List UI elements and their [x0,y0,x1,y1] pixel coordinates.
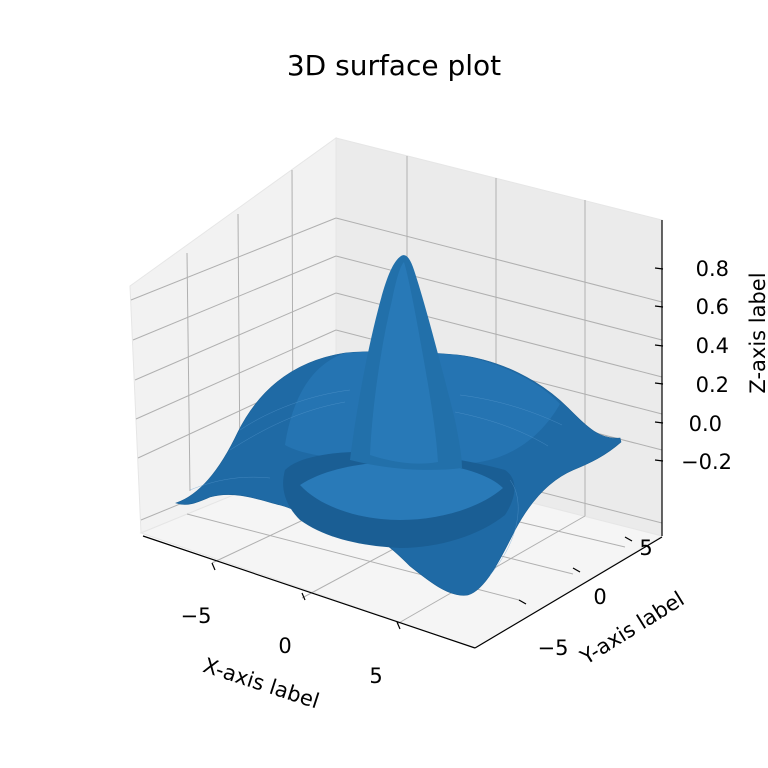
x-axis-line [142,535,476,649]
z-tick-label-0.4: 0.4 [696,334,729,358]
z-tick-label-0.2: 0.2 [696,373,729,397]
y-tick-label-0: 0 [593,585,606,609]
x-axis-label: X-axis label [200,653,322,713]
z-tick-label-0.6: 0.6 [696,295,729,319]
y-axis-label: Y-axis label [575,587,688,670]
x-tick-label-neg5: −5 [181,604,212,628]
y-axis-line [474,536,663,649]
x-tick-label-0: 0 [278,634,291,658]
y-tick-label-neg5: −5 [538,636,569,660]
surface-trough-top [300,461,503,520]
chart-title: 3D surface plot [287,49,501,82]
axis-lines [142,220,663,649]
tick-marks [211,267,664,630]
surface [175,255,622,596]
z-axis-label: Z-axis label [746,272,768,393]
z-tick-label-neg0.2: −0.2 [681,450,732,474]
x-tick-label-5: 5 [369,664,382,688]
z-tick-label-0.8: 0.8 [696,257,729,281]
z-tick-label-0.0: 0.0 [689,412,722,436]
surface-peak-highlight [370,262,438,464]
y-tick-label-5: 5 [639,536,652,560]
